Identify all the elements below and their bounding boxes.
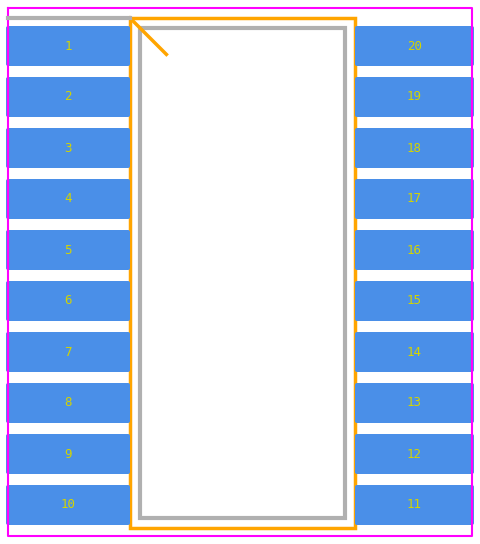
Text: 11: 11 [407,498,422,511]
FancyBboxPatch shape [6,485,130,525]
FancyBboxPatch shape [355,77,474,117]
FancyBboxPatch shape [355,383,474,423]
FancyBboxPatch shape [6,26,130,66]
Text: 9: 9 [64,448,72,461]
FancyBboxPatch shape [355,179,474,219]
FancyBboxPatch shape [6,434,130,474]
Text: 7: 7 [64,345,72,358]
FancyBboxPatch shape [6,281,130,321]
Text: 3: 3 [64,141,72,154]
FancyBboxPatch shape [355,128,474,168]
Text: 5: 5 [64,244,72,257]
FancyBboxPatch shape [6,332,130,372]
FancyBboxPatch shape [6,230,130,270]
FancyBboxPatch shape [355,434,474,474]
Text: 14: 14 [407,345,422,358]
Text: 12: 12 [407,448,422,461]
Text: 4: 4 [64,193,72,206]
FancyBboxPatch shape [6,77,130,117]
Bar [130,18,355,528]
FancyBboxPatch shape [6,383,130,423]
FancyBboxPatch shape [355,281,474,321]
Text: 20: 20 [407,40,422,53]
Text: 15: 15 [407,294,422,307]
FancyBboxPatch shape [355,26,474,66]
FancyBboxPatch shape [6,179,130,219]
Text: 18: 18 [407,141,422,154]
Text: 19: 19 [407,90,422,103]
Text: 10: 10 [60,498,75,511]
Text: 16: 16 [407,244,422,257]
FancyBboxPatch shape [6,128,130,168]
FancyBboxPatch shape [355,230,474,270]
Bar [140,28,345,518]
Text: 17: 17 [407,193,422,206]
FancyBboxPatch shape [355,332,474,372]
Text: 8: 8 [64,397,72,410]
Text: 6: 6 [64,294,72,307]
Text: 13: 13 [407,397,422,410]
Text: 1: 1 [64,40,72,53]
Text: 2: 2 [64,90,72,103]
FancyBboxPatch shape [355,485,474,525]
